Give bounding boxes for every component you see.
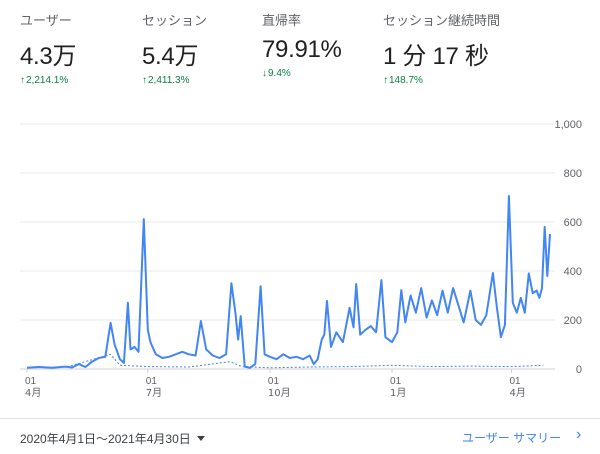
x-tick-month: 4月 (25, 387, 41, 399)
metric-value: 1 分 17 秒 (383, 43, 489, 70)
metric-users[interactable]: ユーザー 4.3万 ↑2,214.1% (20, 10, 76, 86)
x-tick-day: 01 (268, 376, 280, 387)
series-line-comparison (26, 353, 544, 369)
delta-text: 148.7% (389, 75, 423, 86)
divider (0, 418, 600, 419)
metric-label: セッション継続時間 (383, 13, 501, 28)
metric-delta: ↑148.7% (383, 75, 500, 86)
chevron-right-icon[interactable]: › (576, 426, 582, 443)
delta-text: 2,411.3% (148, 75, 190, 86)
date-range-text: 2020年4月1日～2021年4月30日 (20, 432, 191, 446)
date-range-selector[interactable]: 2020年4月1日～2021年4月30日 (20, 430, 205, 447)
metric-value: 4.3万 (20, 43, 77, 70)
x-tick-month: 4月 (510, 387, 526, 399)
arrow-up-icon: ↑ (142, 75, 147, 86)
x-tick-month: 1月 (390, 387, 406, 399)
y-tick-label: 800 (564, 168, 582, 180)
x-tick-day: 01 (390, 376, 402, 387)
delta-text: 9.4% (268, 68, 291, 79)
y-tick-label: 400 (564, 266, 582, 278)
metric-bounce-rate[interactable]: 直帰率 79.91% ↓9.4% (262, 10, 342, 79)
metric-delta: ↑2,214.1% (20, 75, 76, 86)
metric-value: 79.91% (262, 36, 342, 63)
arrow-down-icon: ↓ (262, 68, 267, 79)
y-tick-label: 0 (576, 364, 582, 376)
metric-label: ユーザー (20, 13, 72, 28)
metric-session-duration[interactable]: セッション継続時間 1 分 17 秒 ↑148.7% (383, 10, 500, 86)
x-tick-month: 7月 (146, 387, 162, 399)
arrow-up-icon: ↑ (20, 75, 25, 86)
metric-delta: ↓9.4% (262, 68, 342, 79)
x-tick-day: 01 (510, 376, 522, 387)
y-tick-label: 600 (564, 217, 582, 229)
delta-text: 2,214.1% (26, 75, 69, 86)
metric-delta: ↑2,411.3% (142, 75, 207, 86)
y-tick-label: 1,000 (554, 119, 582, 131)
x-tick-day: 01 (25, 376, 37, 387)
x-tick-month: 10月 (268, 387, 291, 399)
caret-down-icon (196, 436, 205, 441)
metric-label: 直帰率 (262, 13, 302, 28)
metric-sessions[interactable]: セッション 5.4万 ↑2,411.3% (142, 10, 207, 86)
x-tick-day: 01 (146, 376, 158, 387)
metric-value: 5.4万 (142, 43, 199, 70)
arrow-up-icon: ↑ (383, 75, 388, 86)
series-line (26, 195, 551, 369)
user-summary-link[interactable]: ユーザー サマリー (462, 431, 562, 445)
y-tick-label: 200 (564, 315, 582, 327)
metric-label: セッション (142, 13, 208, 28)
